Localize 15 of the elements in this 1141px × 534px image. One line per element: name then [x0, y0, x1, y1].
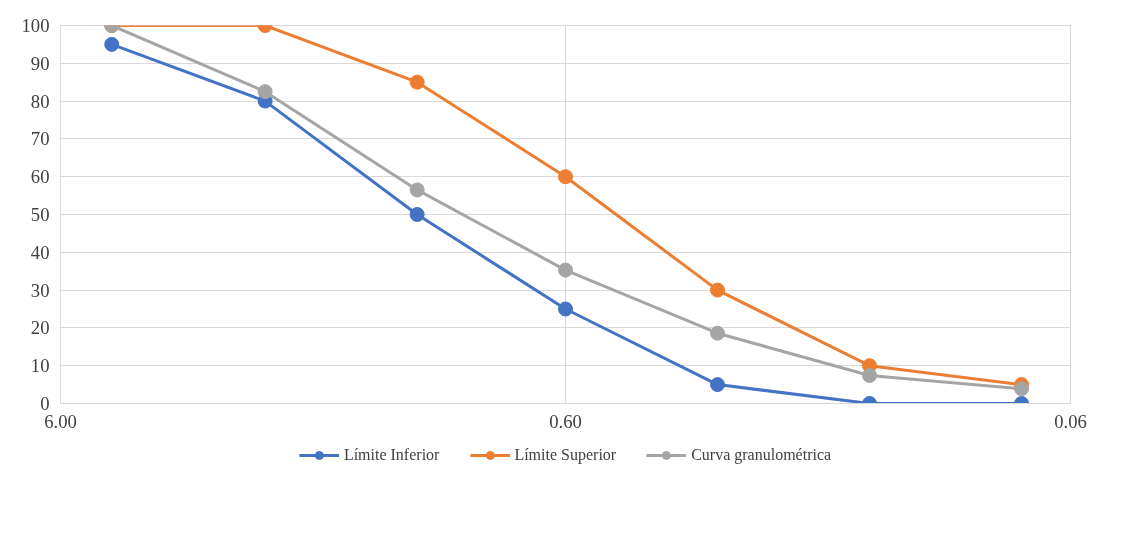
legend-label: Límite Superior	[514, 446, 617, 464]
y-tick-label: 20	[30, 317, 50, 339]
y-tick-label: 50	[30, 204, 50, 225]
x-tick-label: 0.06	[1054, 410, 1087, 432]
legend-label: Límite Inferior	[343, 446, 440, 464]
y-tick-label: 40	[30, 241, 50, 263]
y-tick-label: 60	[30, 166, 50, 188]
y-tick-label: 30	[30, 279, 50, 301]
legend-label: Curva granulométrica	[691, 446, 832, 464]
y-tick-label: 70	[30, 128, 50, 150]
x-tick-label: 0.60	[549, 410, 582, 432]
y-tick-label: 90	[30, 52, 50, 74]
y-tick-label: 80	[30, 90, 50, 112]
y-tick-label: 100	[21, 15, 50, 36]
y-tick-label: 10	[30, 355, 50, 377]
